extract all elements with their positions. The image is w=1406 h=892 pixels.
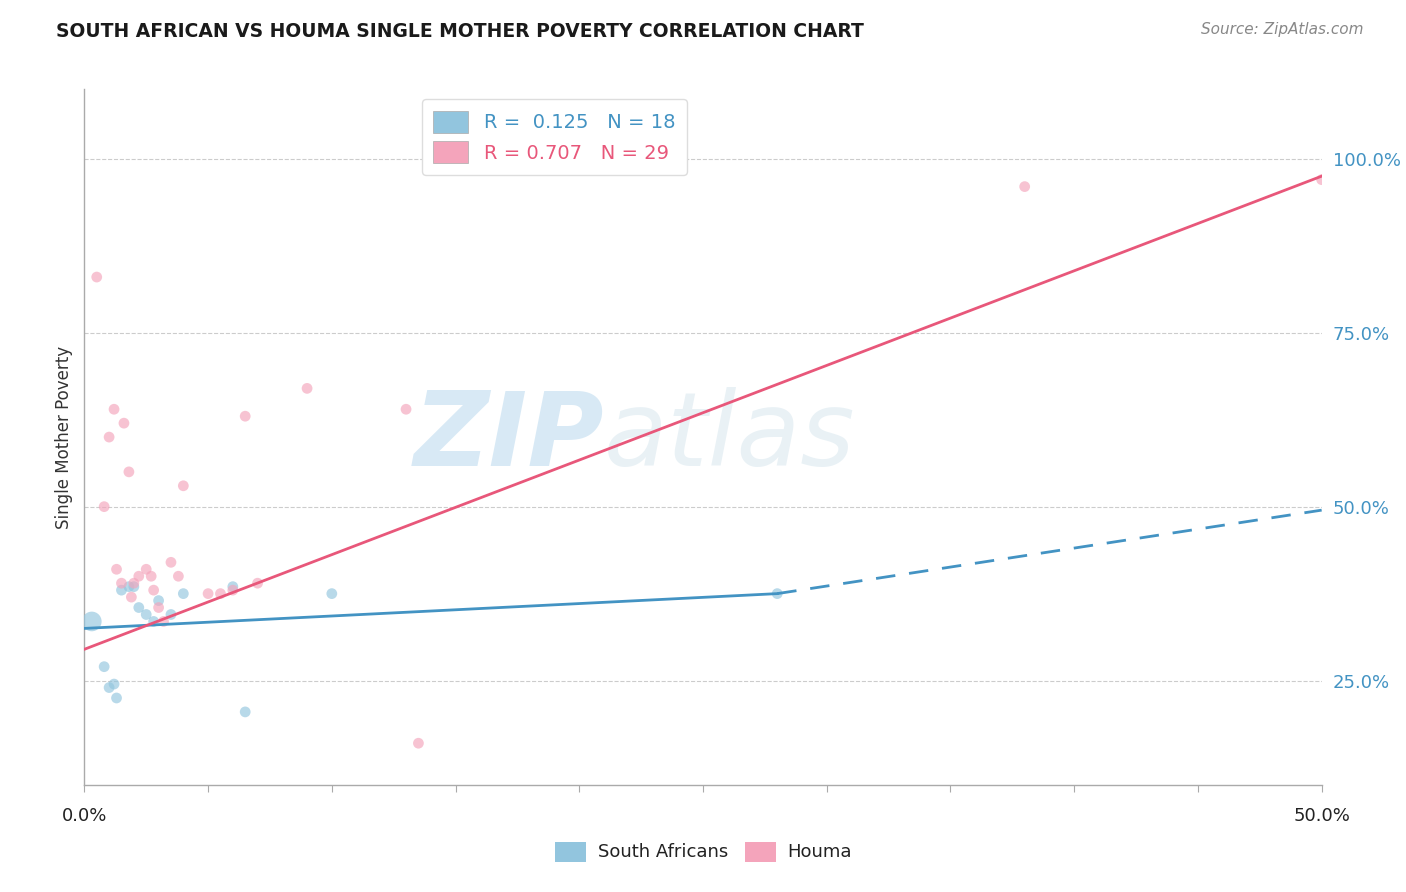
- Point: [103, 402, 125, 417]
- Point: [110, 583, 132, 598]
- Point: [222, 580, 245, 594]
- Point: [118, 465, 141, 479]
- Point: [118, 580, 141, 594]
- Text: 0.0%: 0.0%: [62, 807, 107, 825]
- Point: [197, 587, 219, 601]
- Point: [86, 270, 108, 285]
- Point: [98, 681, 121, 695]
- Text: SOUTH AFRICAN VS HOUMA SINGLE MOTHER POVERTY CORRELATION CHART: SOUTH AFRICAN VS HOUMA SINGLE MOTHER POV…: [56, 22, 865, 41]
- Point: [1014, 179, 1036, 194]
- Point: [167, 569, 190, 583]
- Point: [766, 587, 789, 601]
- Text: Houma: Houma: [787, 843, 852, 861]
- Point: [142, 583, 165, 598]
- Point: [152, 615, 174, 629]
- Point: [321, 587, 343, 601]
- Point: [395, 402, 418, 417]
- Point: [93, 659, 115, 673]
- Text: Source: ZipAtlas.com: Source: ZipAtlas.com: [1201, 22, 1364, 37]
- Point: [160, 607, 183, 622]
- Point: [112, 416, 135, 430]
- Point: [120, 590, 142, 604]
- Point: [233, 409, 256, 424]
- Point: [209, 587, 232, 601]
- Point: [128, 600, 150, 615]
- Text: South Africans: South Africans: [598, 843, 728, 861]
- Point: [135, 607, 157, 622]
- Point: [1310, 172, 1333, 186]
- Point: [103, 677, 125, 691]
- Text: atlas: atlas: [605, 387, 855, 487]
- Point: [408, 736, 430, 750]
- Point: [122, 580, 145, 594]
- Point: [122, 576, 145, 591]
- Point: [148, 600, 170, 615]
- Text: 50.0%: 50.0%: [1294, 807, 1350, 825]
- Point: [233, 705, 256, 719]
- Point: [172, 587, 194, 601]
- Point: [295, 381, 318, 395]
- Point: [246, 576, 269, 591]
- Point: [128, 569, 150, 583]
- Point: [222, 583, 245, 598]
- Point: [105, 690, 128, 705]
- Legend: R =  0.125   N = 18, R = 0.707   N = 29: R = 0.125 N = 18, R = 0.707 N = 29: [422, 99, 688, 175]
- Y-axis label: Single Mother Poverty: Single Mother Poverty: [55, 345, 73, 529]
- Text: ZIP: ZIP: [413, 386, 605, 488]
- Point: [148, 593, 170, 607]
- Point: [141, 569, 163, 583]
- Point: [105, 562, 128, 576]
- Point: [142, 615, 165, 629]
- Point: [80, 615, 103, 629]
- Point: [98, 430, 121, 444]
- Point: [110, 576, 132, 591]
- Point: [172, 479, 194, 493]
- Point: [135, 562, 157, 576]
- Point: [93, 500, 115, 514]
- Point: [160, 555, 183, 569]
